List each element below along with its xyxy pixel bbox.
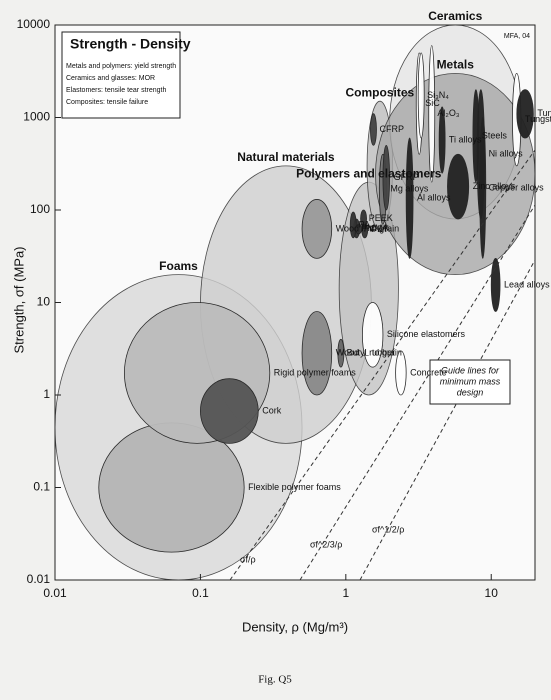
material-bubble-label: Copper alloys	[489, 182, 545, 192]
note: Metals and polymers: yield strength	[66, 63, 176, 70]
family-envelope-label: Foams	[159, 259, 198, 273]
material-bubble	[301, 311, 333, 396]
material-bubble	[490, 257, 501, 312]
material-bubble-label: PMMA	[361, 223, 388, 233]
y-tick-label: 0.1	[33, 480, 50, 494]
guide-label: σf/ρ	[240, 554, 256, 564]
guide-label: σf^2/3/ρ	[310, 539, 342, 549]
material-bubble-label: SiC	[425, 98, 440, 108]
material-bubble-label: Silicone elastomers	[387, 329, 466, 339]
x-tick-label: 1	[342, 586, 349, 600]
material-bubble-label: PA	[359, 219, 370, 229]
guide-title: design	[457, 387, 484, 397]
family-envelope-label: Metals	[437, 58, 475, 72]
material-bubble	[405, 137, 414, 259]
x-axis-label: Density, ρ (Mg/m³)	[242, 619, 348, 634]
material-bubble-label: Rigid polymer foams	[274, 367, 357, 377]
material-bubble	[516, 89, 534, 139]
material-bubble-label: Mg alloys	[390, 184, 429, 194]
material-bubble	[301, 199, 333, 259]
caption: Fig. Q5	[258, 674, 292, 686]
source-note: MFA, 04	[504, 33, 530, 40]
material-bubble-label: Cork	[262, 405, 282, 415]
material-bubble-label: Zinc alloys	[473, 181, 516, 191]
material-bubble	[438, 106, 446, 174]
family-envelope-label: Ceramics	[428, 9, 482, 23]
material-bubble	[417, 52, 425, 139]
family-envelope-label: Polymers and elastomers	[296, 166, 442, 180]
material-bubble-label: Al alloys	[417, 193, 451, 203]
material-bubble-label: Wood ⊥ to grain	[336, 348, 402, 358]
y-tick-label: 100	[30, 202, 50, 216]
material-bubble-label: Al₂O₃	[437, 108, 459, 118]
material-bubble-label: Flexible polymer foams	[248, 482, 341, 492]
guide-lines	[229, 149, 536, 581]
material-bubble	[200, 378, 259, 444]
material-bubble-label: Tungsten carbide	[525, 114, 551, 124]
areas	[54, 24, 536, 581]
x-tick-label: 0.1	[192, 586, 209, 600]
material-bubble-label: PC	[364, 224, 377, 234]
y-tick-label: 1000	[23, 110, 50, 124]
y-tick-label: 10	[37, 295, 51, 309]
material-bubble	[447, 153, 470, 220]
guide-box	[429, 359, 511, 405]
guide-title: minimum mass	[440, 376, 501, 386]
material-bubble-label: Steels	[482, 130, 508, 140]
x-tick-label: 0.01	[43, 586, 67, 600]
material-bubble-label: GFRP	[394, 172, 419, 182]
material-bubble-label: CFRP	[379, 124, 404, 134]
guide-line	[229, 149, 536, 581]
guide-label: σf^1/2/ρ	[372, 524, 404, 534]
family-envelope-label: Natural materials	[237, 150, 335, 164]
material-bubble-label: PEEK	[369, 213, 393, 223]
material-bubble-label: Concrete	[410, 367, 447, 377]
material-bubble	[361, 302, 384, 368]
material-bubble	[337, 338, 345, 368]
y-axis-label: Strength, σf (MPa)	[11, 246, 26, 353]
material-bubble	[428, 45, 436, 183]
y-tick-label: 10000	[17, 17, 51, 31]
material-bubble	[479, 117, 487, 259]
guide-line	[299, 204, 536, 581]
material-bubble	[395, 350, 407, 396]
note: Elastomers: tensile tear strength	[66, 87, 166, 94]
material-bubble-label: Butyl rubber	[347, 348, 396, 358]
y-tick-label: 0.01	[27, 572, 51, 586]
material-bubble-label: Si₃N₄	[427, 90, 449, 100]
guide-line	[359, 259, 536, 581]
chart-title: Strength - Density	[70, 36, 191, 52]
material-bubble	[370, 113, 377, 146]
material-bubble	[360, 209, 367, 228]
material-bubble-label: Lead alloys	[504, 279, 550, 289]
material-bubble	[382, 144, 390, 211]
guide-title: Guide lines for	[441, 365, 500, 375]
legend-box	[61, 31, 181, 119]
y-tick-label: 1	[43, 387, 50, 401]
material-bubble-label: PET	[371, 224, 389, 234]
material-bubble	[349, 211, 357, 239]
family-envelope-label: Composites	[346, 85, 415, 99]
x-tick-label: 10	[485, 586, 499, 600]
note: Ceramics and glasses: MOR	[66, 75, 155, 82]
material-bubble-label: Ti alloys	[449, 134, 482, 144]
material-bubble-label: Wood // to grain	[336, 223, 399, 233]
material-bubble-label: Tungsten alloys	[537, 108, 551, 118]
note: Composites: tensile failure	[66, 99, 148, 106]
material-bubble-label: Ni alloys	[489, 149, 524, 159]
